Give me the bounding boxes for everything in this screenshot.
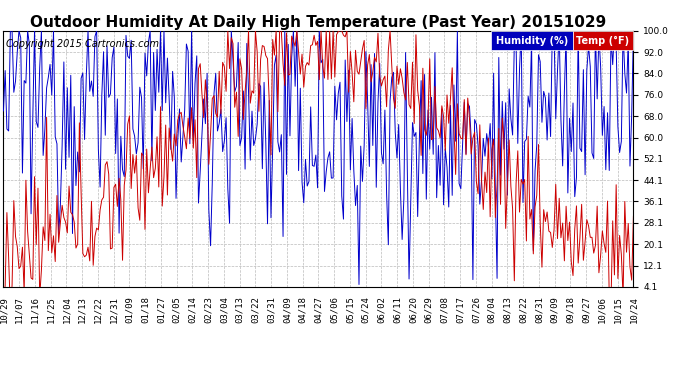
Text: Copyright 2015 Cartronics.com: Copyright 2015 Cartronics.com xyxy=(6,39,159,50)
Text: Humidity (%): Humidity (%) xyxy=(496,36,568,45)
Title: Outdoor Humidity At Daily High Temperature (Past Year) 20151029: Outdoor Humidity At Daily High Temperatu… xyxy=(30,15,607,30)
Text: Temp (°F): Temp (°F) xyxy=(577,36,629,45)
